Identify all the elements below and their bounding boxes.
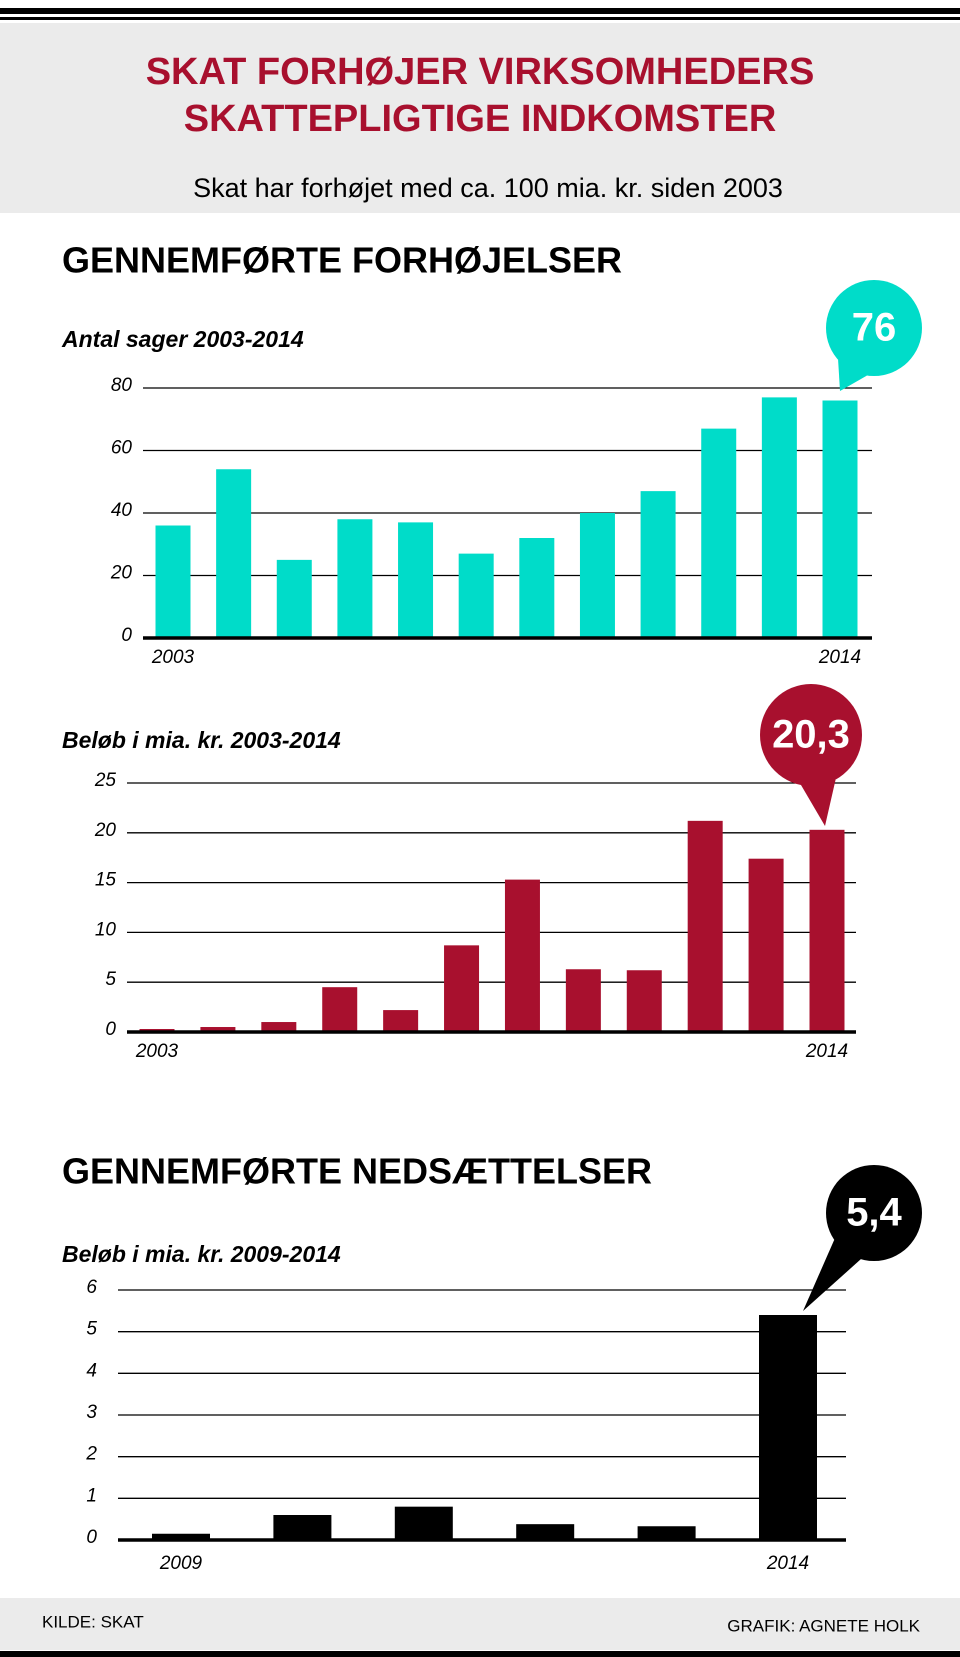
y-tick-label: 80 bbox=[111, 375, 133, 396]
bar bbox=[394, 1506, 453, 1540]
y-tick-label: 0 bbox=[121, 625, 132, 646]
y-tick-label: 5 bbox=[86, 1319, 97, 1340]
bottom-rule bbox=[0, 1651, 960, 1657]
y-tick-label: 15 bbox=[95, 870, 117, 891]
bar bbox=[276, 559, 312, 638]
subtitle: Skat har forhøjet med ca. 100 mia. kr. s… bbox=[193, 173, 783, 203]
x-tick-label: 2014 bbox=[805, 1041, 848, 1062]
title: SKATTEPLIGTIGE INDKOMSTER bbox=[184, 98, 777, 140]
bar bbox=[152, 1533, 210, 1540]
bar bbox=[444, 945, 480, 1032]
y-tick-label: 3 bbox=[86, 1402, 97, 1423]
bar bbox=[637, 1526, 696, 1540]
x-tick-label: 2009 bbox=[159, 1553, 203, 1574]
footer-band bbox=[0, 1598, 960, 1650]
y-tick-label: 0 bbox=[105, 1019, 116, 1040]
x-tick-label: 2014 bbox=[818, 647, 861, 668]
bar bbox=[516, 1524, 575, 1540]
bar bbox=[626, 970, 662, 1032]
bar bbox=[337, 519, 373, 638]
y-tick-label: 6 bbox=[86, 1277, 97, 1298]
bar bbox=[519, 538, 555, 638]
source: KILDE: SKAT bbox=[42, 1612, 144, 1631]
y-tick-label: 40 bbox=[111, 500, 133, 521]
chart-title: Beløb i mia. kr. 2009-2014 bbox=[62, 1241, 341, 1267]
y-tick-label: 4 bbox=[86, 1360, 97, 1381]
bar bbox=[504, 879, 540, 1032]
x-tick-label: 2003 bbox=[135, 1041, 179, 1062]
section-heading: GENNEMFØRTE NEDSÆTTELSER bbox=[62, 1151, 652, 1192]
header-band bbox=[0, 23, 960, 213]
bar bbox=[322, 987, 358, 1032]
bar bbox=[761, 397, 797, 638]
bar bbox=[565, 969, 601, 1032]
top-rule bbox=[0, 17, 960, 20]
chart-title: Beløb i mia. kr. 2003-2014 bbox=[62, 727, 341, 753]
bar bbox=[759, 1315, 817, 1540]
x-tick-label: 2003 bbox=[151, 647, 195, 668]
bar bbox=[155, 525, 191, 638]
bar bbox=[273, 1515, 332, 1540]
bar bbox=[383, 1010, 419, 1032]
bar bbox=[458, 553, 494, 638]
bar bbox=[687, 820, 723, 1032]
bar bbox=[216, 469, 252, 638]
top-rule bbox=[0, 8, 960, 14]
bar bbox=[579, 513, 615, 638]
callout bbox=[826, 1165, 922, 1261]
bar bbox=[822, 400, 858, 638]
bar bbox=[640, 491, 676, 638]
y-tick-label: 1 bbox=[86, 1485, 97, 1506]
value-label: 20,3 bbox=[772, 713, 850, 757]
x-tick-label: 2014 bbox=[766, 1553, 809, 1574]
value-label: 5,4 bbox=[846, 1191, 902, 1235]
callout-tail bbox=[838, 359, 868, 391]
y-tick-label: 5 bbox=[105, 969, 116, 990]
y-tick-label: 20 bbox=[110, 563, 133, 584]
credit: GRAFIK: AGNETE HOLK bbox=[727, 1616, 920, 1635]
y-tick-label: 10 bbox=[95, 919, 117, 940]
callout bbox=[826, 280, 922, 376]
chart-title: Antal sager 2003-2014 bbox=[61, 326, 304, 352]
bar bbox=[398, 522, 434, 638]
value-label: 76 bbox=[852, 306, 897, 350]
callout bbox=[760, 684, 862, 786]
y-tick-label: 25 bbox=[94, 770, 117, 791]
title: SKAT FORHØJER VIRKSOMHEDERS bbox=[146, 51, 815, 93]
bar bbox=[261, 1022, 297, 1032]
y-tick-label: 0 bbox=[86, 1527, 97, 1548]
bar bbox=[701, 428, 737, 638]
y-tick-label: 2 bbox=[85, 1444, 97, 1465]
y-tick-label: 20 bbox=[94, 820, 117, 841]
bar bbox=[200, 1027, 236, 1032]
bar bbox=[809, 829, 845, 1032]
y-tick-label: 60 bbox=[111, 438, 133, 459]
section-heading: GENNEMFØRTE FORHØJELSER bbox=[62, 240, 622, 281]
bar bbox=[748, 858, 784, 1032]
callout-tail bbox=[801, 779, 836, 826]
callout-tail bbox=[803, 1239, 861, 1311]
